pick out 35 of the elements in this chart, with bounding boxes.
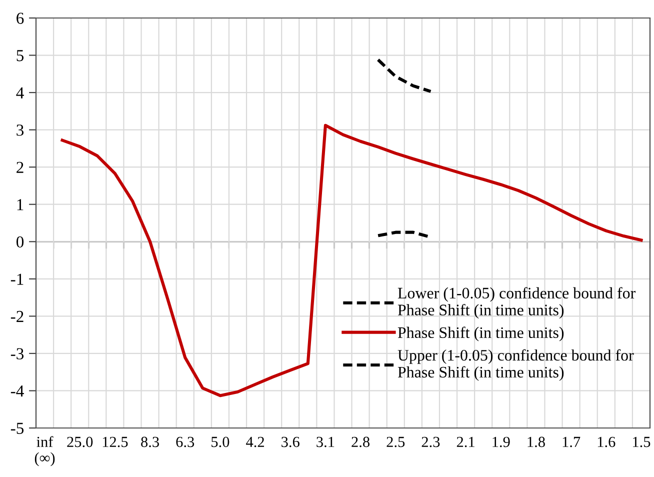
x-tick-label: 8.3 [141,436,159,448]
x-tick-label: 1.7 [562,436,580,448]
x-tick-label: inf (∞) [34,436,55,466]
y-tick-label: 5 [16,50,24,62]
x-tick-label: 2.8 [352,436,370,448]
y-tick-label: 4 [16,87,24,98]
y-tick-label: -2 [10,310,24,322]
legend-label: Upper (1-0.05) confidence bound for Phase Shift (in time units) [398,349,634,381]
x-tick-label: 2.3 [422,436,440,448]
line-series [376,58,432,93]
legend-label: Phase Shift (in time units) [398,326,564,342]
y-tick-label: 3 [16,124,24,136]
x-tick-label: 2.5 [386,436,405,448]
y-tick-label: 0 [16,236,24,248]
x-tick-label: 2.1 [456,436,474,448]
y-tick-label: -5 [10,422,24,434]
y-tick-label: -3 [10,348,24,360]
x-tick-label: 1.5 [633,436,650,448]
y-tick-label: -1 [10,274,24,285]
y-tick-label: 6 [16,12,24,24]
x-tick-label: 3.1 [316,436,334,448]
x-tick-label: 1.6 [598,436,616,448]
y-tick-label: -4 [10,386,24,397]
x-tick-label: 4.2 [246,436,264,448]
x-tick-label: 1.9 [492,436,510,448]
x-tick-label: 12.5 [102,436,128,448]
y-tick-label: 2 [16,162,24,173]
x-tick-label: 6.3 [176,436,194,448]
x-tick-label: 1.8 [528,436,545,448]
line-series [60,124,643,398]
x-tick-label: 5.0 [212,436,230,448]
x-tick-label: 25.0 [67,436,93,448]
x-tick-label: 3.6 [282,436,300,448]
y-tick-label: 1 [17,199,24,210]
legend-label: Lower (1-0.05) confidence bound for Phase Shift (in time units) [398,287,636,319]
